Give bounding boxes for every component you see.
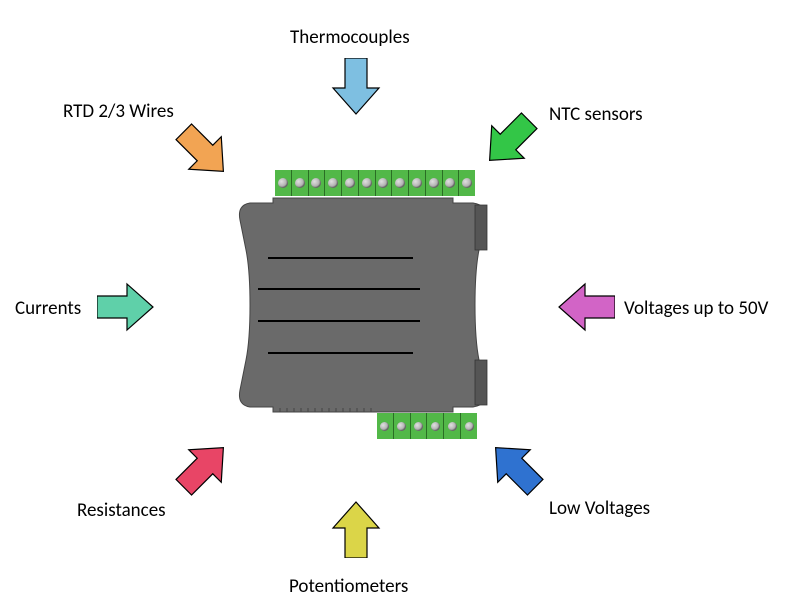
thermocouples-label: Thermocouples (290, 26, 410, 49)
voltages-high-label: Voltages up to 50V (624, 297, 768, 320)
rtd-arrow (175, 123, 235, 183)
potentiometers-label: Potentiometers (289, 575, 408, 598)
currents-arrow (97, 277, 157, 337)
ntc-arrow (478, 112, 538, 172)
potentiometers-arrow (326, 498, 386, 558)
voltages-high-arrow (555, 277, 615, 337)
resistances-arrow (175, 436, 235, 496)
low-voltages-label: Low Voltages (549, 497, 650, 520)
device-line (268, 257, 413, 259)
terminal-block-top (275, 170, 475, 196)
rtd-label: RTD 2/3 Wires (63, 100, 174, 123)
ntc-label: NTC sensors (549, 103, 643, 126)
terminal-block-bottom (377, 413, 477, 439)
low-voltages-arrow (484, 436, 544, 496)
currents-label: Currents (15, 297, 81, 320)
thermocouples-arrow (326, 58, 386, 118)
device-line (268, 352, 413, 354)
device-line (258, 288, 420, 290)
device-line (258, 320, 420, 322)
device-body (235, 195, 490, 415)
resistances-label: Resistances (77, 499, 166, 522)
